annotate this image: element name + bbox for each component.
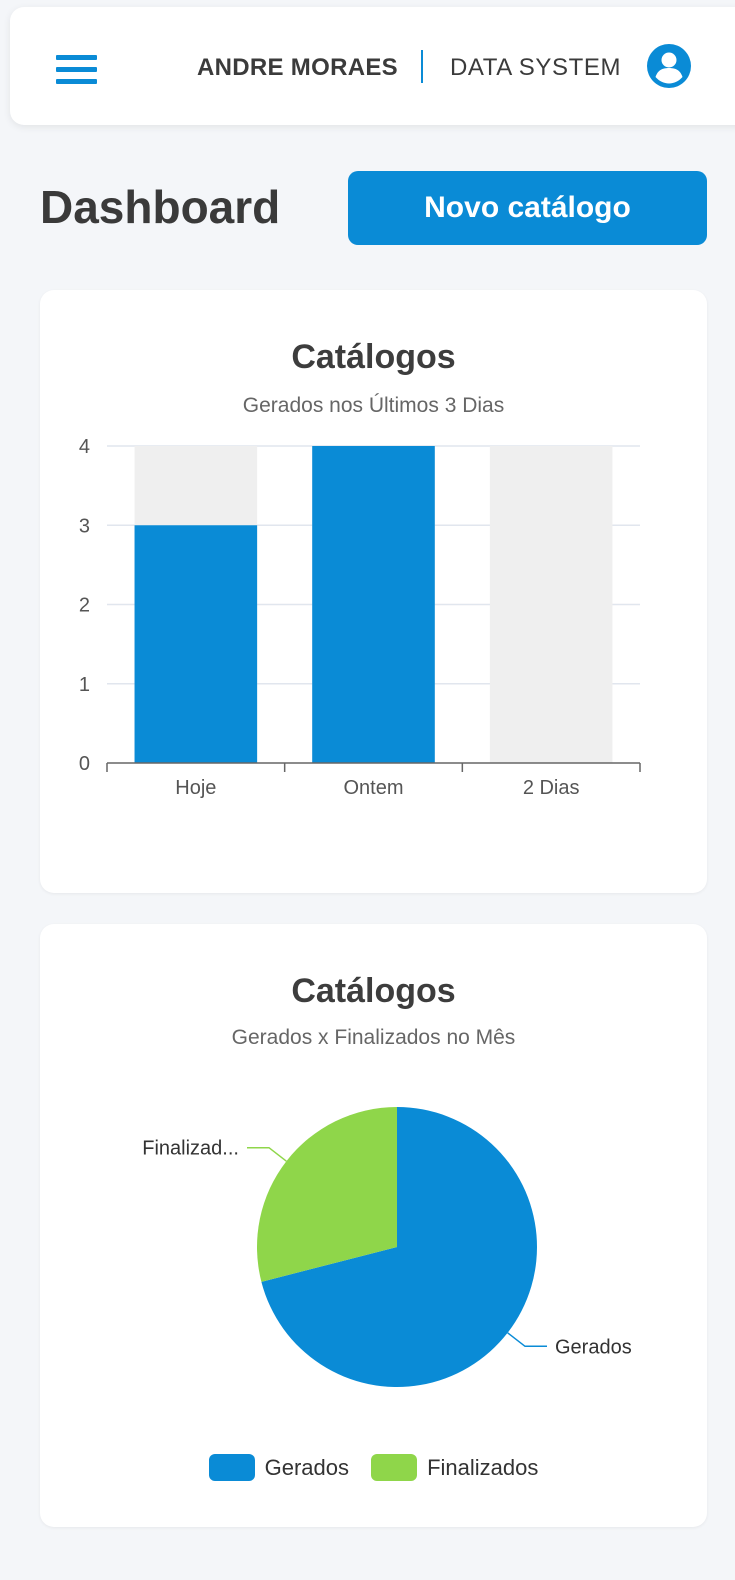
hamburger-menu-icon[interactable] [56, 51, 98, 89]
legend-swatch-finalizados [371, 1454, 418, 1481]
pie-label-line [246, 1146, 287, 1162]
header-divider [421, 50, 423, 83]
pie-chart-title: Catálogos [291, 972, 456, 1010]
x-tick-label: Ontem [343, 777, 403, 799]
x-tick-label: Hoje [175, 777, 216, 799]
top-bar: ANDRE MORAES DATA SYSTEM [10, 7, 735, 125]
bar-chart-card: Catálogos Gerados nos Últimos 3 Dias 0 1 2… [40, 290, 707, 893]
y-tick-label: 4 [79, 436, 90, 458]
system-name: DATA SYSTEM [450, 54, 622, 81]
y-tick-label: 0 [79, 753, 90, 775]
pie-slice-label: Finalizad... [142, 1138, 239, 1160]
bar[interactable] [312, 446, 435, 763]
y-tick-label: 3 [79, 515, 90, 537]
legend-swatch-gerados [208, 1454, 255, 1481]
user-circle-icon[interactable] [647, 44, 691, 88]
bar-chart: 0 1 2 3 4 Hoje Ontem 2 Dias [79, 436, 641, 799]
x-tick-label: 2 Dias [523, 777, 580, 799]
bar[interactable] [134, 525, 258, 763]
bar-chart-subtitle: Gerados nos Últimos 3 Dias [242, 394, 505, 417]
legend-label-finalizados: Finalizados [427, 1454, 539, 1480]
y-tick-label: 2 [79, 595, 90, 617]
bar-background [489, 446, 613, 763]
pie-chart-card: Catálogos Gerados x Finalizados no Mês G… [40, 924, 707, 1527]
new-catalog-button[interactable]: Novo catálogo [348, 171, 707, 245]
legend-label-gerados: Gerados [264, 1454, 349, 1480]
pie-slice[interactable] [261, 1107, 537, 1387]
page-title: Dashboard [40, 181, 281, 233]
legend-item-finalizados[interactable]: Finalizados [371, 1454, 538, 1481]
pie-slice[interactable] [257, 1107, 397, 1282]
pie-legend: Gerados Finalizados [40, 1454, 707, 1487]
y-tick-label: 1 [79, 674, 90, 696]
pie-label-line [507, 1332, 548, 1348]
legend-item-gerados[interactable]: Gerados [208, 1454, 349, 1481]
user-name: ANDRE MORAES [197, 54, 398, 81]
pie-chart-subtitle: Gerados x Finalizados no Mês [231, 1026, 516, 1049]
bar-chart-title: Catálogos [291, 338, 456, 376]
pie-slice-label: Gerados [555, 1336, 632, 1358]
pie-chart: Gerados Finalizad... [142, 1107, 632, 1387]
